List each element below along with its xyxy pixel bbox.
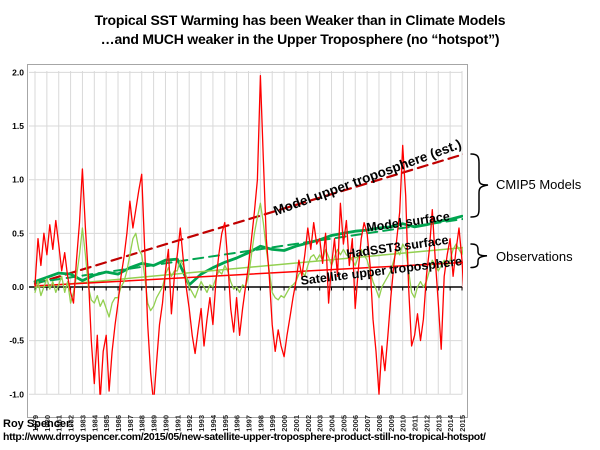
svg-text:1982: 1982	[67, 415, 76, 432]
svg-text:0.0: 0.0	[12, 282, 24, 292]
brackets	[470, 153, 489, 269]
svg-text:1994: 1994	[209, 414, 218, 432]
svg-text:2001: 2001	[292, 415, 301, 432]
svg-text:2005: 2005	[339, 415, 348, 432]
cmip5-models-label: CMIP5 Models	[496, 177, 582, 192]
svg-text:1991: 1991	[173, 415, 182, 432]
svg-text:2011: 2011	[411, 415, 420, 431]
series-group	[33, 74, 463, 395]
svg-text:1997: 1997	[244, 415, 253, 432]
svg-text:2006: 2006	[351, 415, 360, 432]
svg-text:1995: 1995	[221, 415, 230, 432]
svg-text:1986: 1986	[114, 415, 123, 432]
footer: Roy Spencer: http://www.drroyspencer.com…	[3, 418, 486, 444]
svg-text:2002: 2002	[304, 415, 313, 432]
svg-text:1979: 1979	[31, 415, 40, 432]
svg-text:2000: 2000	[280, 415, 289, 432]
svg-text:1987: 1987	[126, 415, 135, 432]
svg-text:1984: 1984	[90, 414, 99, 432]
chart-title-line2: …and MUCH weaker in the Upper Tropospher…	[100, 31, 500, 47]
y-axis-labels: 2.0 1.5 1.0 0.5 0.0 -0.5 -1.0	[9, 67, 24, 399]
svg-text:-1.0: -1.0	[9, 389, 24, 399]
svg-text:1999: 1999	[268, 415, 277, 432]
svg-text:2014: 2014	[446, 414, 455, 432]
svg-text:1992: 1992	[185, 415, 194, 432]
svg-text:1990: 1990	[161, 415, 170, 432]
series-model-upper-troposphere-est-	[33, 153, 463, 285]
svg-text:1981: 1981	[55, 415, 64, 432]
gridlines	[29, 71, 463, 395]
svg-text:2008: 2008	[375, 415, 384, 432]
observations-label: Observations	[496, 249, 573, 264]
chart-title-line1: Tropical SST Warming has been Weaker tha…	[94, 12, 506, 28]
svg-text:0.5: 0.5	[12, 228, 24, 238]
svg-text:1993: 1993	[197, 415, 206, 432]
svg-text:1996: 1996	[233, 415, 242, 432]
svg-text:1980: 1980	[43, 415, 52, 432]
svg-text:2012: 2012	[422, 415, 431, 432]
svg-text:1998: 1998	[256, 415, 265, 432]
svg-text:1985: 1985	[102, 415, 111, 432]
svg-text:2.0: 2.0	[12, 67, 24, 77]
series-satellite-upper-troposphere-linear-trend-	[34, 261, 463, 287]
svg-text:-0.5: -0.5	[9, 336, 24, 346]
svg-text:1983: 1983	[78, 415, 87, 432]
series-satellite-upper-troposphere	[34, 74, 463, 395]
x-axis-labels: 1979 1980 1981 1982 1983 1984 1985 1986 1987 1988…	[31, 414, 467, 432]
svg-text:2013: 2013	[434, 415, 443, 432]
svg-text:1.5: 1.5	[12, 121, 24, 131]
svg-text:2004: 2004	[328, 414, 337, 432]
svg-text:1988: 1988	[138, 415, 147, 432]
svg-text:2007: 2007	[363, 415, 372, 432]
chart-frame	[27, 64, 468, 418]
svg-text:1989: 1989	[150, 415, 159, 432]
svg-text:2003: 2003	[316, 415, 325, 432]
credit-text: Roy Spencer:	[3, 418, 74, 430]
cmip5-models-bracket	[470, 153, 489, 218]
svg-text:2009: 2009	[387, 415, 396, 432]
svg-text:2015: 2015	[458, 415, 467, 432]
source-url: http://www.drroyspencer.com/2015/05/new-…	[3, 431, 486, 443]
svg-text:2010: 2010	[399, 415, 408, 432]
chart-title: Tropical SST Warming has been Weaker tha…	[0, 11, 600, 49]
svg-text:1.0: 1.0	[12, 175, 24, 185]
observations-bracket	[470, 243, 488, 269]
